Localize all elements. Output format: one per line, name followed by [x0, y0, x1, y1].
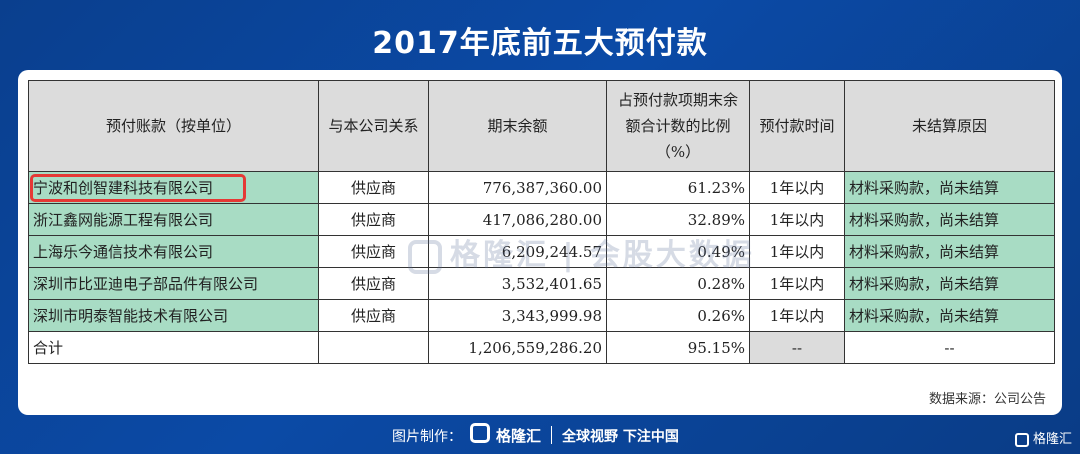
cell-name: 浙江鑫网能源工程有限公司 [28, 203, 319, 236]
col-header-time: 预付款时间 [749, 80, 845, 172]
cell-relation: 供应商 [318, 203, 429, 236]
cell-reason: 材料采购款，尚未结算 [844, 235, 1055, 268]
corner-logo-icon [1014, 432, 1029, 447]
page-title: 2017年底前五大预付款 [372, 26, 708, 61]
cell-balance: 6,209,244.57 [428, 235, 607, 268]
brand-logo-icon [470, 423, 490, 443]
table-row: 上海乐今通信技术有限公司 供应商 6,209,244.57 0.49% 1年以内… [28, 235, 1055, 268]
cell-reason: 材料采购款，尚未结算 [844, 171, 1055, 204]
cell-relation: 供应商 [318, 267, 429, 300]
cell-reason: 材料采购款，尚未结算 [844, 203, 1055, 236]
footer-slogan: 全球视野 下注中国 [562, 429, 679, 445]
col-header-account: 预付账款（按单位） [28, 80, 319, 172]
footer-divider [551, 426, 552, 444]
cell-relation: 供应商 [318, 171, 429, 204]
highlight-box [30, 174, 246, 202]
cell-reason: 材料采购款，尚未结算 [844, 267, 1055, 300]
col-header-relation: 与本公司关系 [318, 80, 429, 172]
cell-balance: 417,086,280.00 [428, 203, 607, 236]
footer: 图片制作： 格隆汇 全球视野 下注中国 [0, 420, 1080, 450]
cell-total-reason: -- [844, 331, 1055, 364]
cell-name: 深圳市比亚迪电子部品件有限公司 [28, 267, 319, 300]
col-header-ratio: 占预付款项期末余额合计数的比例（%） [606, 80, 750, 172]
table-row: 浙江鑫网能源工程有限公司 供应商 417,086,280.00 32.89% 1… [28, 203, 1055, 236]
cell-name: 上海乐今通信技术有限公司 [28, 235, 319, 268]
table-row: 深圳市明泰智能技术有限公司 供应商 3,343,999.98 0.26% 1年以… [28, 299, 1055, 332]
corner-brand-text: 格隆汇 [1032, 432, 1072, 447]
cell-relation: 供应商 [318, 235, 429, 268]
cell-balance: 776,387,360.00 [428, 171, 607, 204]
cell-ratio: 0.26% [606, 299, 750, 332]
cell-time: 1年以内 [749, 203, 845, 236]
cell-ratio: 0.28% [606, 267, 750, 300]
cell-ratio: 0.49% [606, 235, 750, 268]
cell-time: 1年以内 [749, 171, 845, 204]
cell-total-relation [318, 331, 429, 364]
footer-brand: 格隆汇 [496, 427, 542, 445]
cell-total-time: -- [749, 331, 845, 364]
source-note: 数据来源：公司公告 [928, 392, 1046, 407]
cell-time: 1年以内 [749, 267, 845, 300]
cell-time: 1年以内 [749, 299, 845, 332]
cell-balance: 3,343,999.98 [428, 299, 607, 332]
table-row: 深圳市比亚迪电子部品件有限公司 供应商 3,532,401.65 0.28% 1… [28, 267, 1055, 300]
cell-total-ratio: 95.15% [606, 331, 750, 364]
cell-reason: 材料采购款，尚未结算 [844, 299, 1055, 332]
table-row: 宁波和创智建科技有限公司 供应商 776,387,360.00 61.23% 1… [28, 171, 1055, 204]
corner-brand: 格隆汇 [1014, 428, 1072, 447]
cell-total-label: 合计 [28, 331, 319, 364]
table-header-row: 预付账款（按单位） 与本公司关系 期末余额 占预付款项期末余额合计数的比例（%）… [28, 80, 1055, 172]
col-header-reason: 未结算原因 [844, 80, 1055, 172]
footer-made-by: 图片制作： [392, 429, 462, 445]
cell-ratio: 32.89% [606, 203, 750, 236]
prepayment-table: 预付账款（按单位） 与本公司关系 期末余额 占预付款项期末余额合计数的比例（%）… [28, 80, 1055, 364]
col-header-balance: 期末余额 [428, 80, 607, 172]
cell-relation: 供应商 [318, 299, 429, 332]
cell-balance: 3,532,401.65 [428, 267, 607, 300]
cell-time: 1年以内 [749, 235, 845, 268]
cell-name: 深圳市明泰智能技术有限公司 [28, 299, 319, 332]
cell-ratio: 61.23% [606, 171, 750, 204]
table-card: 预付账款（按单位） 与本公司关系 期末余额 占预付款项期末余额合计数的比例（%）… [18, 70, 1062, 415]
cell-total-balance: 1,206,559,286.20 [428, 331, 607, 364]
table-total-row: 合计 1,206,559,286.20 95.15% -- -- [28, 331, 1055, 364]
